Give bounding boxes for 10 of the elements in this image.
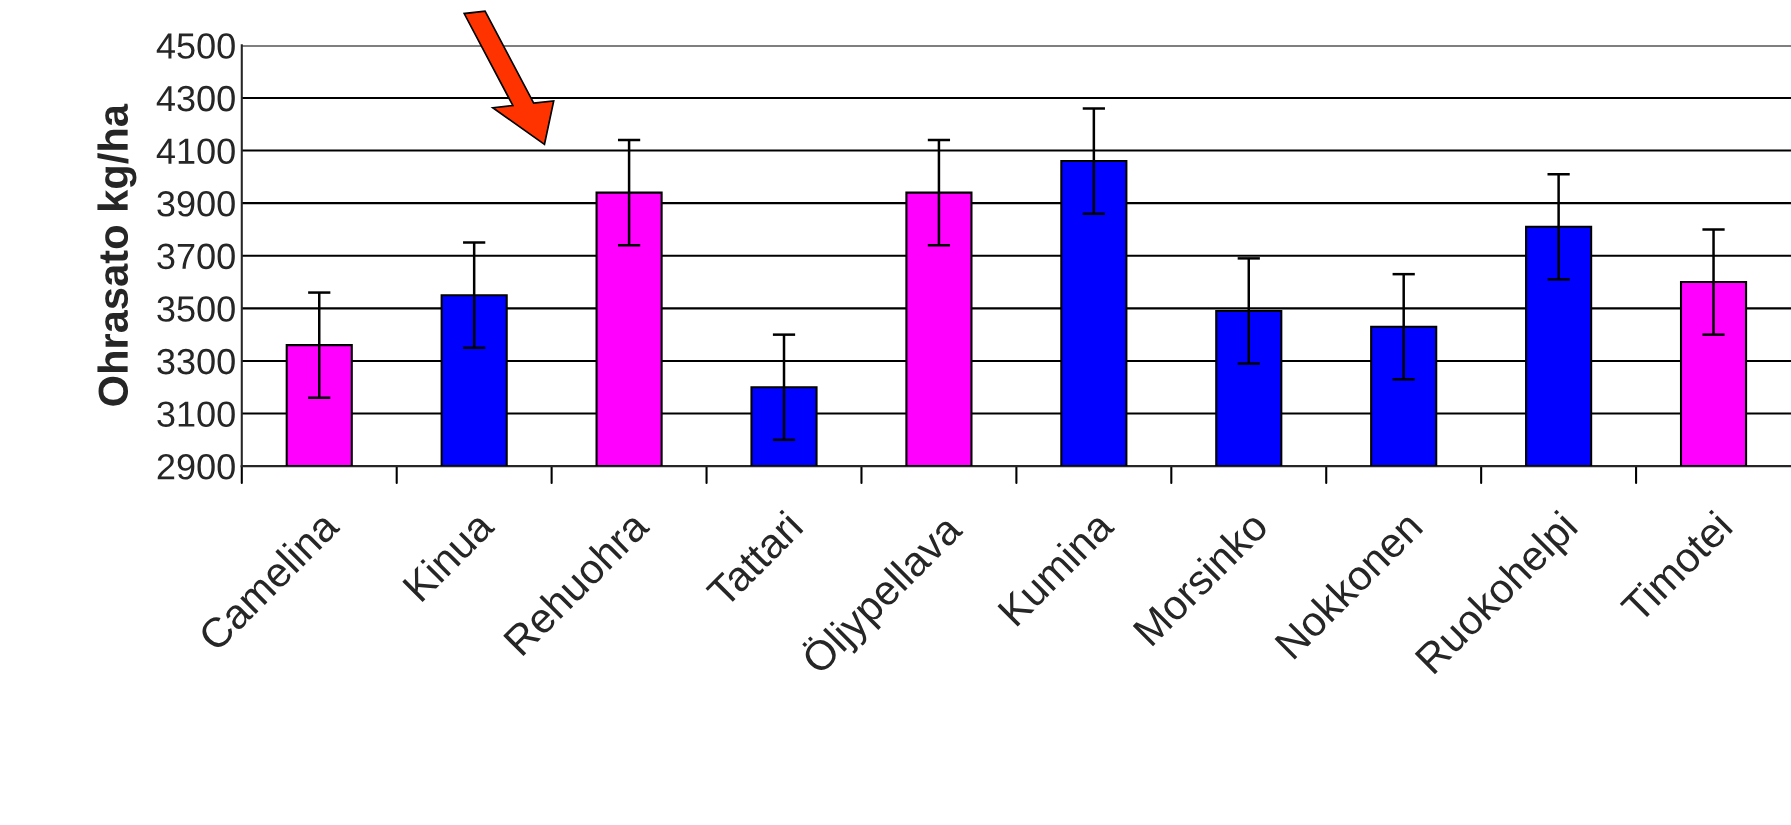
y-tick-label: 3900: [157, 191, 235, 217]
y-tick-label: 3500: [157, 296, 235, 322]
y-tick-label: 2900: [157, 453, 235, 480]
y-tick-label: 3700: [157, 243, 235, 270]
y-tick-label: 3300: [157, 348, 235, 375]
y-tick-label: 4500: [156, 33, 235, 59]
y-tick-label: 3100: [157, 401, 235, 427]
y-tick-label: 4100: [156, 138, 235, 164]
y-axis-title: Ohrasato kg/ha: [97, 103, 137, 406]
y-tick-label: 4300: [156, 85, 235, 112]
